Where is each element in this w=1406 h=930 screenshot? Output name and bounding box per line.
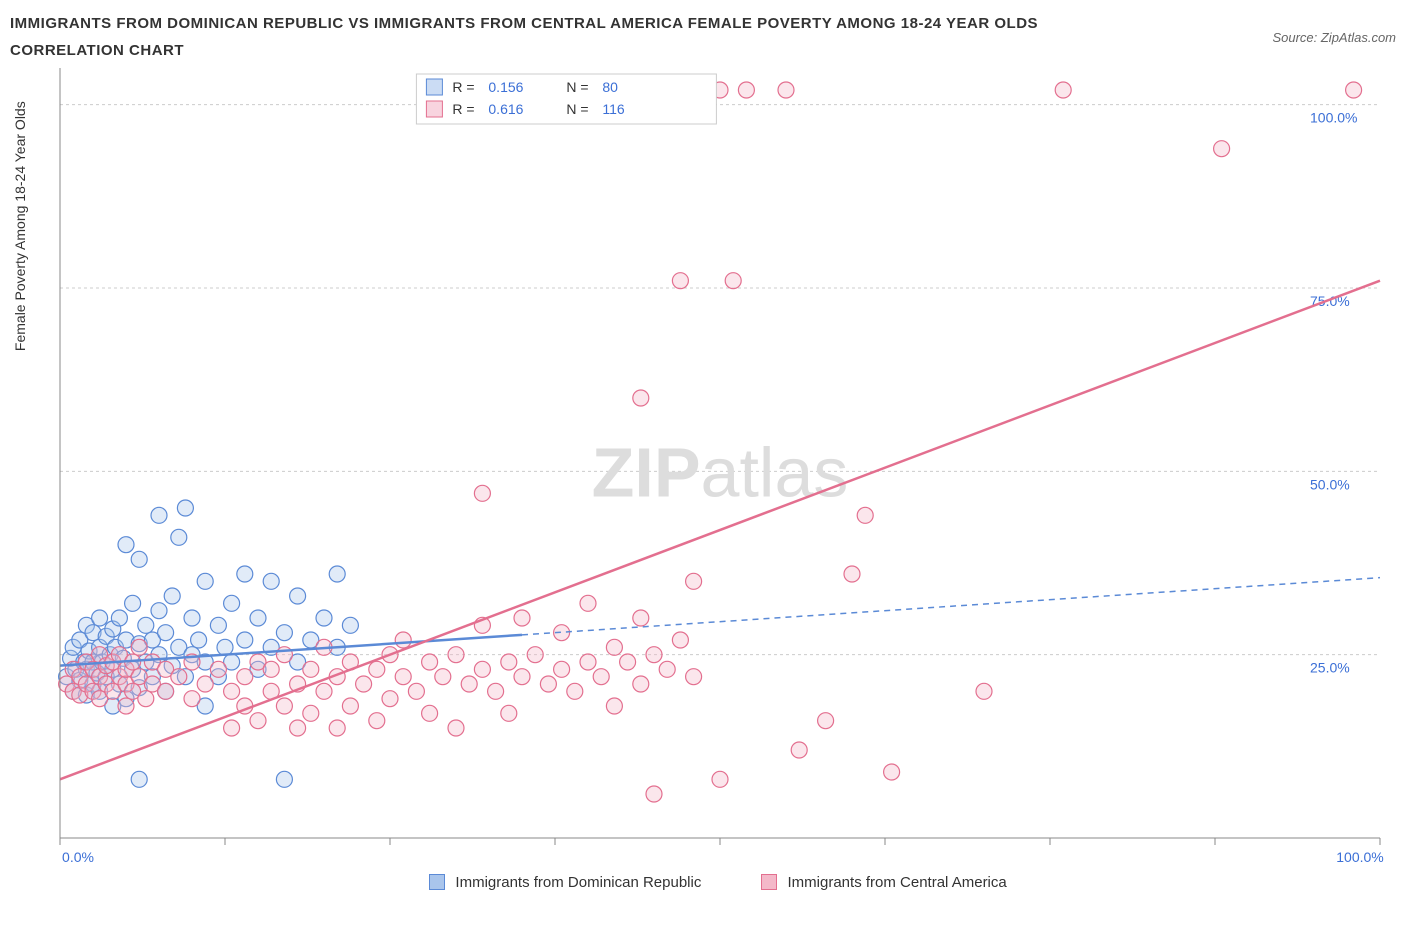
- svg-text:N =: N =: [566, 79, 588, 95]
- svg-text:0.0%: 0.0%: [62, 849, 94, 865]
- svg-text:80: 80: [602, 79, 618, 95]
- svg-text:0.156: 0.156: [488, 79, 523, 95]
- bottom-legend: Immigrants from Dominican Republic Immig…: [40, 874, 1396, 891]
- svg-text:R =: R =: [452, 79, 474, 95]
- svg-text:100.0%: 100.0%: [1310, 110, 1357, 126]
- legend-swatch-1: [761, 874, 777, 890]
- svg-text:116: 116: [602, 101, 625, 117]
- svg-text:R =: R =: [452, 101, 474, 117]
- svg-text:50.0%: 50.0%: [1310, 476, 1350, 492]
- svg-text:ZIPatlas: ZIPatlas: [592, 433, 849, 511]
- svg-text:N =: N =: [566, 101, 588, 117]
- legend-swatch-0: [429, 874, 445, 890]
- chart-title: IMMIGRANTS FROM DOMINICAN REPUBLIC VS IM…: [10, 10, 1060, 64]
- svg-text:100.0%: 100.0%: [1336, 849, 1383, 865]
- legend-label-0: Immigrants from Dominican Republic: [455, 874, 701, 891]
- svg-text:0.616: 0.616: [488, 101, 523, 117]
- legend-label-1: Immigrants from Central America: [788, 874, 1007, 891]
- source-credit: Source: ZipAtlas.com: [1272, 30, 1396, 45]
- legend-item-series-1: Immigrants from Central America: [761, 874, 1006, 891]
- correlation-scatter-chart: 25.0%50.0%75.0%100.0%ZIPatlas0.0%100.0%R…: [40, 68, 1400, 868]
- y-axis-label: Female Poverty Among 18-24 Year Olds: [12, 101, 28, 351]
- legend-item-series-0: Immigrants from Dominican Republic: [429, 874, 701, 891]
- svg-text:25.0%: 25.0%: [1310, 660, 1350, 676]
